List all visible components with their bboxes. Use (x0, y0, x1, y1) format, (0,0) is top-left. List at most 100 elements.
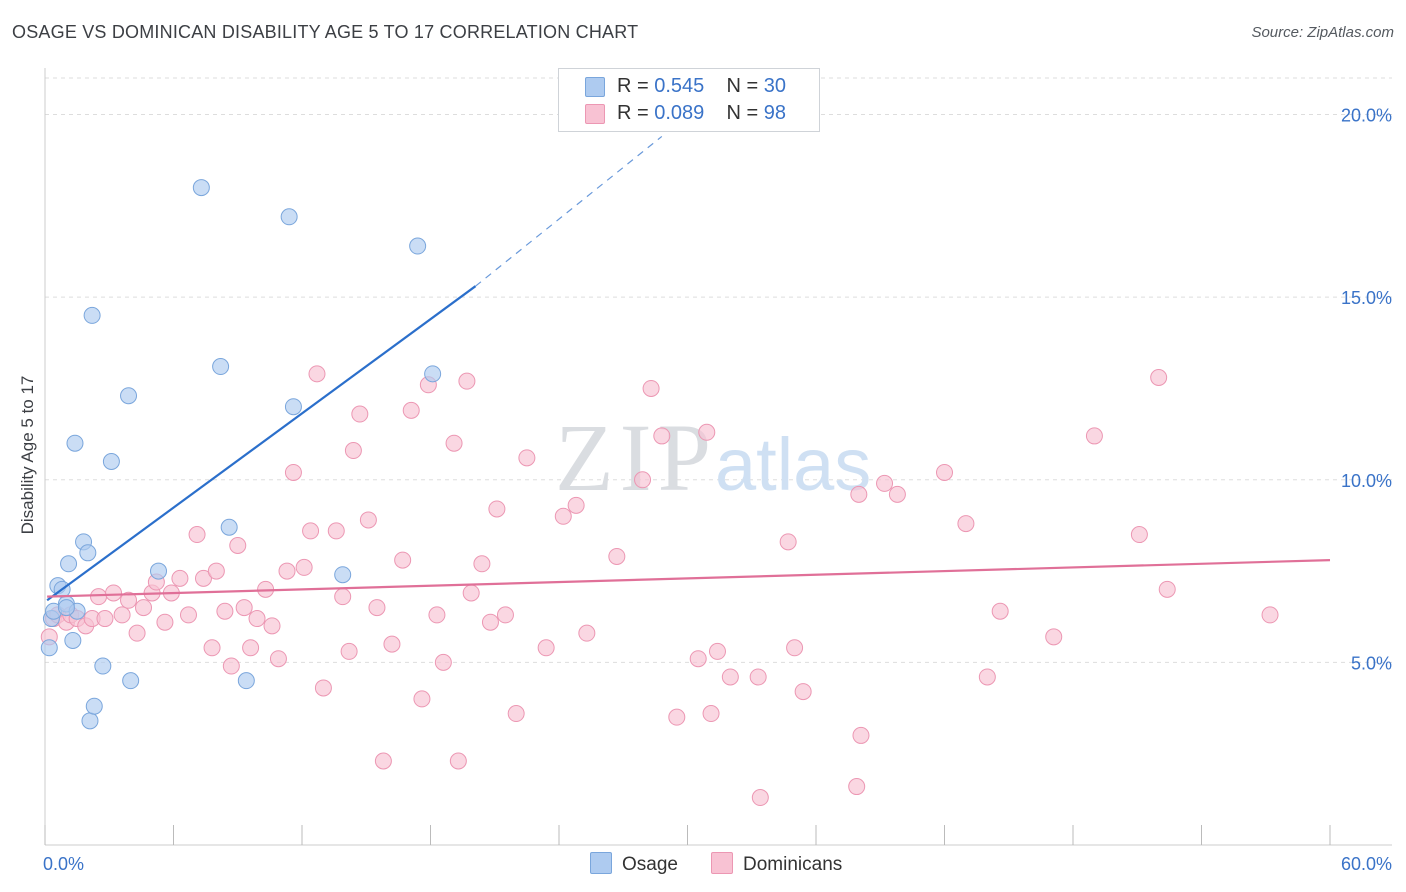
dominicans-point (351, 405, 369, 423)
dominicans-point (171, 569, 189, 587)
y-tick-label: 20.0% (1341, 106, 1392, 126)
dominicans-point (518, 449, 536, 467)
dominicans-point (248, 610, 266, 628)
osage-point (66, 434, 84, 452)
osage-trend-extension (475, 135, 663, 287)
dominicans-point (235, 599, 253, 617)
watermark: ZIP atlas (555, 404, 871, 511)
dominicans-point (229, 537, 247, 555)
bottom-legend-osage: Osage (590, 852, 678, 876)
osage-swatch (585, 77, 605, 97)
dominicans-point (383, 635, 401, 653)
legend-n-value: 98 (763, 102, 787, 124)
dominicans-point (194, 569, 212, 587)
dominicans-point (721, 668, 739, 686)
dominicans-point (135, 599, 153, 617)
osage-point (94, 657, 112, 675)
osage-point (122, 672, 140, 690)
dominicans-point (554, 507, 572, 525)
chart-title: OSAGE VS DOMINICAN DISABILITY AGE 5 TO 1… (12, 22, 639, 42)
dominicans-point (751, 789, 769, 807)
dominicans-point (578, 624, 596, 642)
dominicans-point (216, 602, 234, 620)
label-layer: 5.0% 10.0% 15.0% 20.0% 0.0% 60.0% (43, 106, 1392, 874)
dominicans-point (507, 705, 525, 723)
watermark-atlas: atlas (715, 423, 871, 506)
osage-point (192, 179, 210, 197)
dominicans-point (334, 588, 352, 606)
dominicans-point (1158, 580, 1176, 598)
legend-r-label: R = (617, 75, 655, 97)
dominicans-point (642, 379, 660, 397)
dominicans-point (120, 591, 138, 609)
osage-point (102, 453, 120, 470)
osage-point (83, 306, 101, 324)
dominicans-point (203, 639, 221, 657)
dominicans-point (284, 463, 302, 481)
dominicans-swatch (711, 852, 733, 874)
osage-point (280, 208, 298, 226)
dominicans-point (936, 463, 953, 481)
dominicans-point (458, 372, 476, 390)
y-tick-label: 5.0% (1351, 653, 1392, 673)
dominicans-point (608, 547, 626, 565)
osage-point (220, 518, 238, 536)
osage-point (85, 697, 103, 715)
dominicans-point (786, 639, 804, 657)
dominicans-point (434, 653, 452, 671)
dominicans-point (90, 588, 108, 606)
dominicans-point (156, 613, 174, 631)
dominicans-point (128, 624, 146, 642)
osage-point (150, 562, 168, 580)
dominicans-point (263, 617, 281, 635)
bottom-legend-label: Osage (622, 854, 678, 875)
dominicans-point (689, 650, 707, 668)
dominicans-point (978, 668, 996, 686)
dominicans-point (344, 442, 362, 460)
dominicans-point (394, 551, 412, 569)
legend-n-label: N = (726, 102, 764, 124)
dominicans-point (794, 683, 812, 701)
dominicans-point (779, 533, 797, 551)
dominicans-point (340, 642, 358, 660)
osage-point (212, 358, 230, 376)
dominicans-point (496, 606, 514, 624)
dominicans-point (473, 555, 491, 573)
dominicans-point (105, 584, 123, 602)
legend-n-label: N = (726, 75, 764, 97)
osage-point (334, 566, 352, 584)
dominicans-point (449, 752, 467, 770)
osage-point (424, 365, 442, 383)
dominicans-point (1045, 628, 1063, 646)
osage-point (237, 672, 255, 690)
osage-point (60, 555, 78, 573)
dominicans-point (567, 496, 585, 514)
dominicans-point (413, 690, 431, 708)
dominicans-point (374, 752, 392, 770)
osage-point (40, 639, 58, 657)
legend-r-label: R = (617, 102, 655, 124)
y-tick-label: 15.0% (1341, 288, 1392, 308)
source-note: Source: ZipAtlas.com (1251, 24, 1394, 41)
axis-layer (44, 68, 1392, 846)
dominicans-point (302, 522, 320, 540)
dominicans-point (308, 365, 326, 383)
dominicans-point (749, 668, 767, 686)
dominicans-point (368, 599, 386, 617)
dominicans-point (269, 650, 287, 668)
osage-point (120, 387, 138, 405)
points-layer (40, 179, 1279, 807)
bottom-legend-label: Dominicans (743, 854, 843, 875)
x-tick-label: 0.0% (43, 854, 84, 874)
osage-point (64, 631, 82, 649)
dominicans-point (314, 679, 332, 697)
dominicans-point (207, 562, 225, 580)
dominicans-point (991, 602, 1009, 620)
dominicans-point (481, 613, 499, 631)
dominicans-point (428, 606, 446, 624)
watermark-zip: ZIP (555, 404, 717, 511)
dominicans-point (488, 500, 506, 518)
osage-point (81, 712, 99, 730)
dominicans-trend-line (47, 559, 1331, 598)
